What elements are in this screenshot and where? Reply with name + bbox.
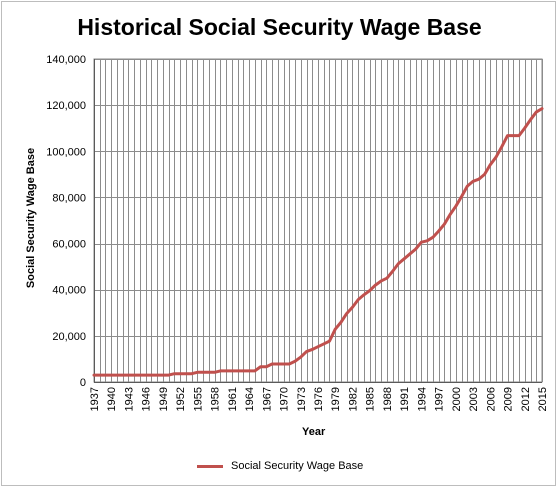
x-tick-label: 2000: [451, 387, 463, 411]
y-tick-label: 120,000: [46, 100, 86, 112]
legend-label: Social Security Wage Base: [231, 460, 364, 472]
x-axis-label: Year: [302, 426, 326, 438]
x-tick-label: 1994: [416, 387, 428, 411]
x-tick-label: 1964: [244, 387, 256, 411]
x-tick-label: 1970: [279, 387, 291, 411]
x-tick-label: 1967: [261, 387, 273, 411]
x-tick-label: 1955: [192, 387, 204, 411]
y-tick-label: 40,000: [52, 285, 86, 297]
y-tick-label: 100,000: [46, 146, 86, 158]
x-tick-label: 1937: [89, 387, 101, 411]
x-tick-label: 1988: [382, 387, 394, 411]
x-tick-label: 1982: [347, 387, 359, 411]
x-tick-label: 2003: [468, 387, 480, 411]
chart-title: Historical Social Security Wage Base: [77, 14, 482, 40]
x-tick-label: 1958: [210, 387, 222, 411]
x-tick-label: 1946: [141, 387, 153, 411]
x-tick-label: 2009: [503, 387, 515, 411]
y-tick-label: 80,000: [52, 192, 86, 204]
x-tick-label: 1973: [296, 387, 308, 411]
y-tick-label: 20,000: [52, 331, 86, 343]
x-tick-label: 1985: [365, 387, 377, 411]
x-tick-label: 1943: [123, 387, 135, 411]
x-tick-label: 2015: [537, 387, 549, 411]
x-tick-label: 1976: [313, 387, 325, 411]
y-tick-label: 140,000: [46, 54, 86, 66]
x-tick-label: 1961: [227, 387, 239, 411]
x-tick-label: 2012: [520, 387, 532, 411]
x-tick-label: 1952: [175, 387, 187, 411]
series-line: [92, 107, 544, 377]
legend-swatch: [197, 464, 223, 468]
x-tick-label: 1997: [434, 387, 446, 411]
x-tick-label: 1991: [399, 387, 411, 411]
y-tick-label: 0: [80, 377, 86, 389]
x-tick-label: 1949: [158, 387, 170, 411]
y-tick-label: 60,000: [52, 239, 86, 251]
legend: Social Security Wage Base: [197, 460, 363, 472]
x-tick-label: 1979: [330, 387, 342, 411]
x-tick-label: 2006: [485, 387, 497, 411]
x-tick-label: 1940: [106, 387, 118, 411]
